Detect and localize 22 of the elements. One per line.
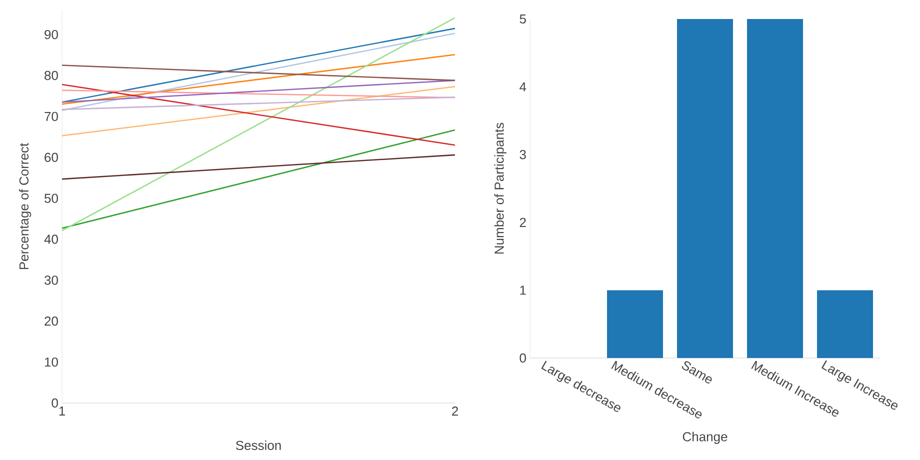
y-tick-label: 3: [520, 150, 526, 160]
y-axis-title: Number of Participants: [494, 122, 506, 254]
x-axis-title: Session: [236, 440, 281, 450]
y-tick-label: 0: [52, 398, 58, 408]
y-tick-label: 1: [520, 286, 526, 295]
y-tick-label: 4: [520, 82, 526, 92]
y-axis-title: Percentage of Correct: [19, 143, 32, 270]
y-tick-label: 30: [44, 276, 58, 285]
y-tick-label: 80: [44, 70, 58, 80]
y-tick-label: 10: [44, 357, 58, 367]
x-axis-title: Change: [682, 432, 728, 444]
y-tick-label: 40: [44, 234, 58, 244]
y-tick-label: 5: [520, 14, 526, 24]
x-tick-label: 1: [59, 406, 65, 416]
y-tick-label: 50: [44, 194, 58, 203]
y-tick-label: 20: [44, 316, 58, 326]
y-tick-label: 70: [44, 112, 58, 122]
y-tick-label: 0: [520, 353, 526, 363]
y-tick-label: 60: [44, 152, 58, 162]
y-tick-label: 2: [520, 218, 526, 227]
y-tick-label: 90: [44, 30, 58, 40]
x-tick-label: 2: [452, 406, 458, 416]
